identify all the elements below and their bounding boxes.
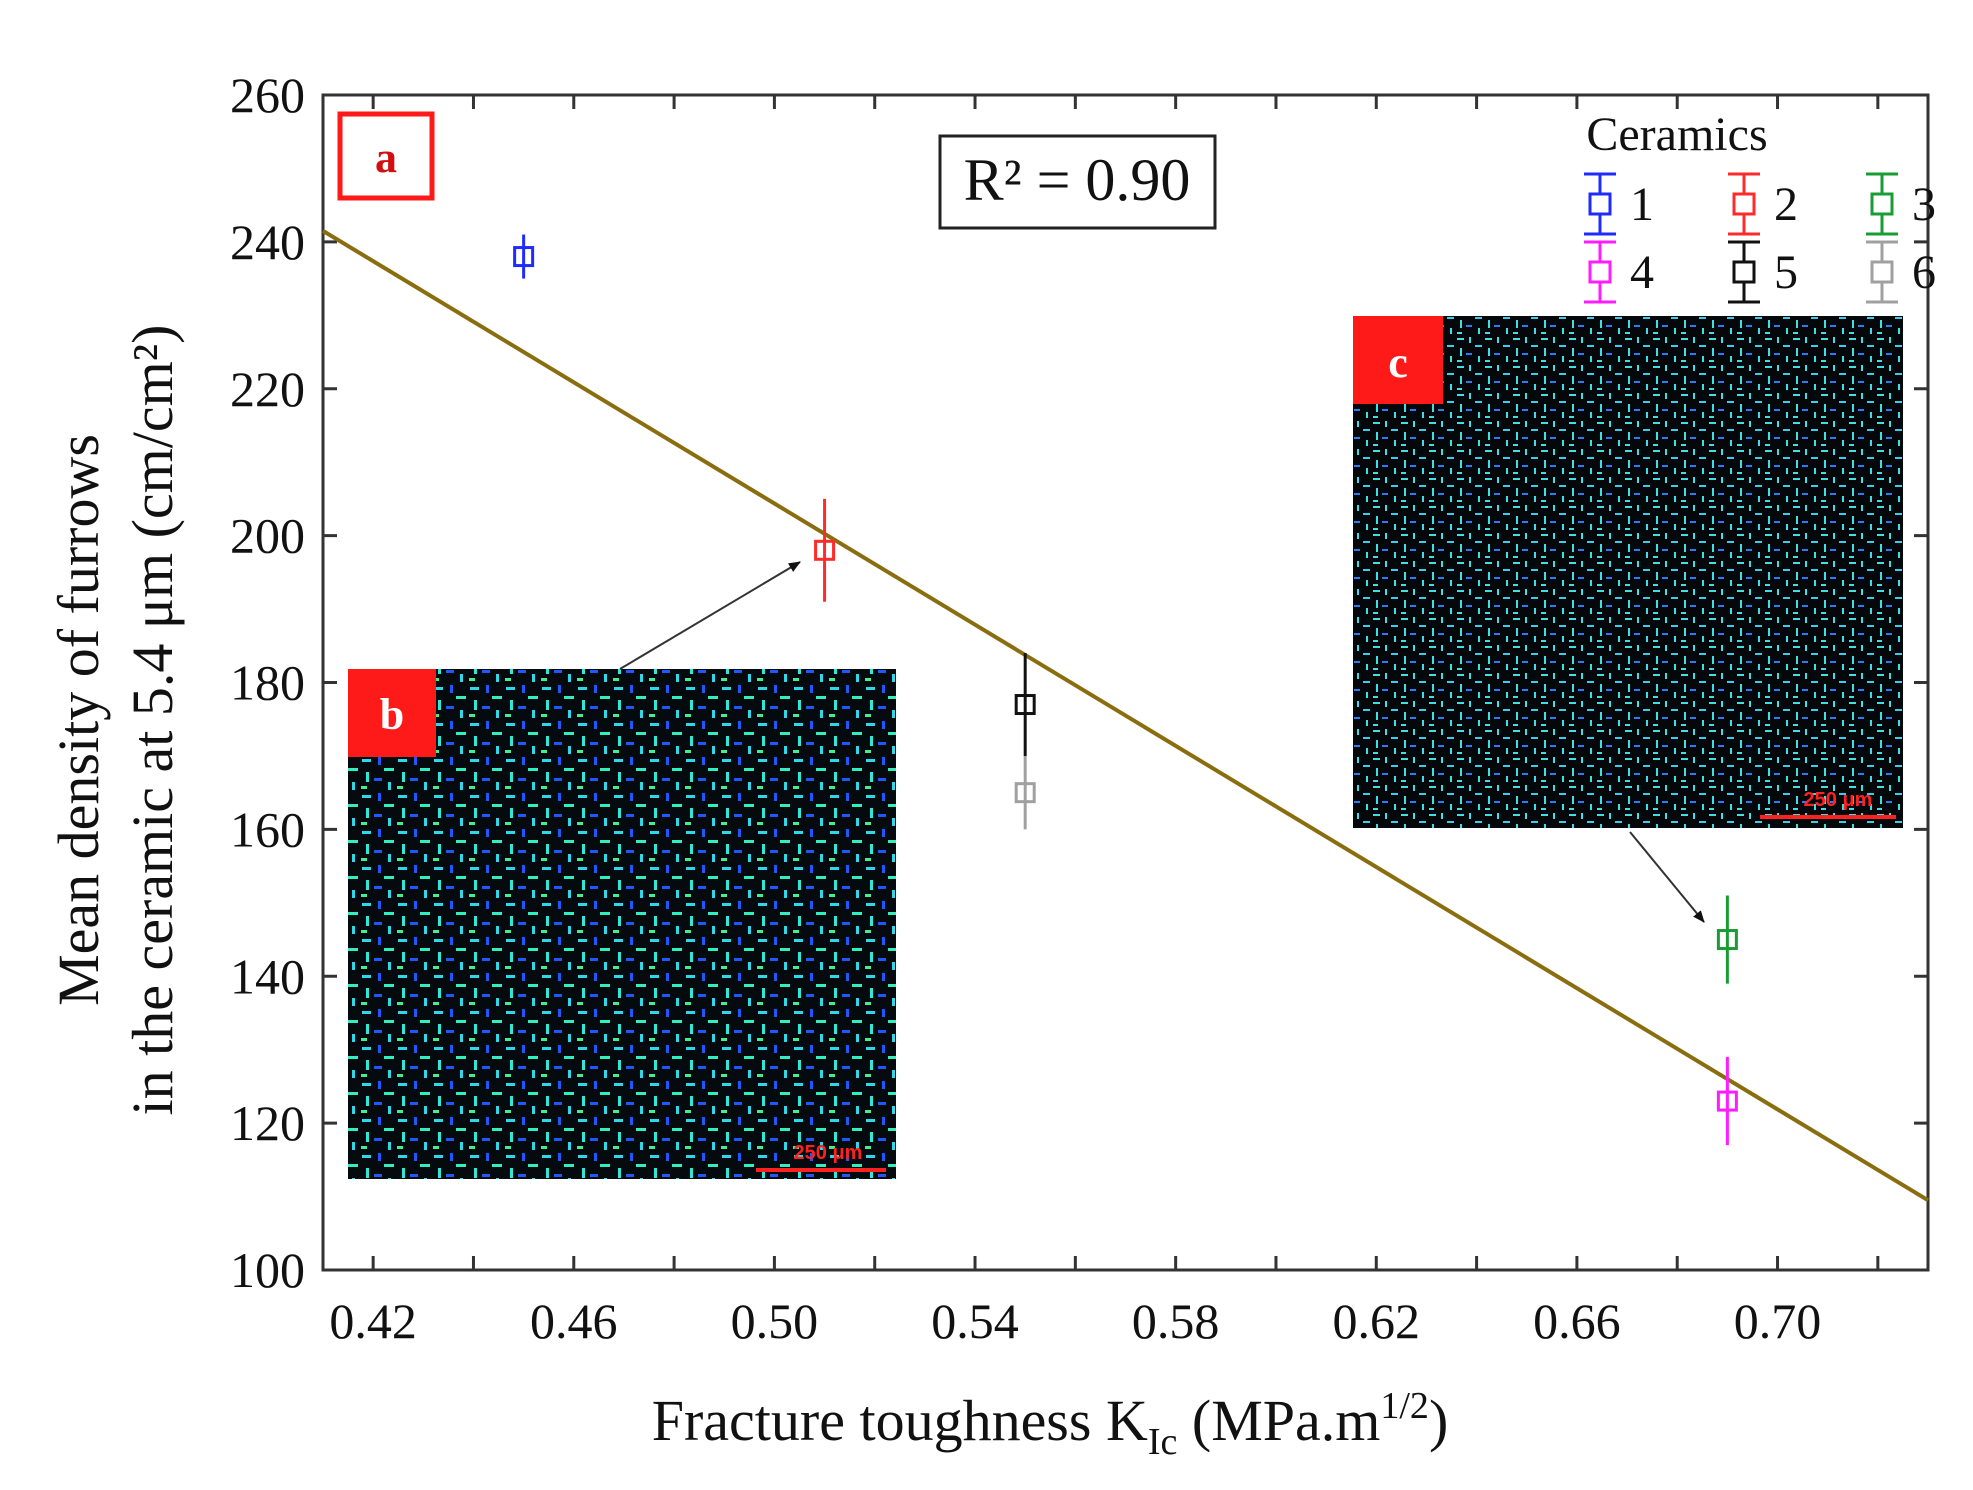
legend-marker-3 [1870, 192, 1894, 216]
legend-item-3: 3 [1866, 172, 1936, 236]
y-axis-title-line2: in the ceramic at 5.4 μm (cm/cm²) [120, 325, 185, 1116]
legend-marker-5 [1732, 260, 1756, 284]
regression-line [321, 229, 1930, 1202]
legend-title: Ceramics [1586, 108, 1767, 161]
x-axis-title-main: Fracture toughness K [652, 1388, 1148, 1453]
legend-marker-6 [1870, 260, 1894, 284]
legend-item-6: 6 [1866, 240, 1936, 304]
legend-label-2: 2 [1774, 178, 1798, 231]
marker-6 [1014, 782, 1036, 804]
inset-c-arrow [1629, 831, 1705, 923]
y-tick-label: 240 [230, 214, 305, 270]
legend-label-4: 4 [1630, 246, 1654, 299]
x-tick-label: 0.66 [1533, 1293, 1621, 1349]
r2-box [938, 134, 1217, 230]
r2-annotation: R² = 0.90 [964, 147, 1191, 213]
marker-5 [1014, 694, 1036, 716]
x-tick-label: 0.70 [1734, 1293, 1822, 1349]
legend-marker-1 [1588, 192, 1612, 216]
inset-image-b: b 250 μm [348, 669, 896, 1179]
x-axis-title-unit: (MPa.m [1177, 1388, 1380, 1453]
y-tick-label: 200 [230, 508, 305, 564]
panel-c-badge [1353, 316, 1443, 404]
x-axis-title-close: ) [1429, 1388, 1448, 1453]
legend-label-1: 1 [1630, 178, 1654, 231]
panel-c-label: c [1388, 338, 1408, 387]
legend-label-5: 5 [1774, 246, 1798, 299]
x-axis-title-superscript: 1/2 [1380, 1385, 1429, 1427]
data-point-3 [1716, 895, 1738, 984]
data-points [513, 234, 1738, 1146]
legend-item-1: 1 [1584, 172, 1654, 236]
legend-marker-4 [1588, 260, 1612, 284]
legend-item-5: 5 [1728, 240, 1798, 304]
scale-bar-c-label: 250 μm [1804, 789, 1873, 811]
panel-b-label: b [380, 690, 404, 739]
x-tick-label: 0.54 [931, 1293, 1019, 1349]
y-tick-label: 260 [230, 67, 305, 123]
legend-label-6: 6 [1912, 246, 1936, 299]
data-point-2 [814, 498, 836, 602]
marker-2 [814, 539, 836, 561]
data-point-1 [513, 234, 535, 279]
x-tick-label: 0.62 [1333, 1293, 1421, 1349]
y-tick-label: 180 [230, 655, 305, 711]
y-tick-label: 100 [230, 1242, 305, 1298]
x-tick-label: 0.50 [731, 1293, 819, 1349]
axis-tick-labels: 0.42 0.46 0.50 0.54 0.58 0.62 0.66 0.7010012014… [230, 67, 1821, 1349]
inset-b-arrow [619, 561, 801, 670]
legend-label-3: 3 [1912, 178, 1936, 231]
scale-bar-b-label: 250 μm [794, 1142, 863, 1164]
x-axis-title: Fracture toughness KIc (MPa.m1/2) [652, 1385, 1449, 1463]
data-point-5 [1014, 653, 1036, 756]
legend-item-4: 4 [1584, 240, 1654, 304]
y-axis-title-line1: Mean density of furrows [46, 434, 111, 1006]
marker-4 [1716, 1090, 1738, 1112]
axis-ticks [323, 93, 1928, 1272]
legend: Ceramics 1 2 3 4 5 6 [1584, 108, 1936, 304]
marker-1 [513, 246, 535, 268]
x-tick-label: 0.58 [1132, 1293, 1220, 1349]
panel-a-badge [337, 111, 435, 201]
data-point-4 [1716, 1057, 1738, 1146]
x-tick-label: 0.42 [329, 1293, 417, 1349]
x-tick-label: 0.46 [530, 1293, 618, 1349]
legend-marker-2 [1732, 192, 1756, 216]
x-axis-title-subscript: Ic [1148, 1421, 1178, 1463]
y-tick-label: 140 [230, 948, 305, 1004]
marker-3 [1716, 929, 1738, 951]
panel-a-label: a [375, 133, 397, 182]
legend-item-2: 2 [1728, 172, 1798, 236]
panel-b-badge [348, 669, 436, 757]
y-tick-label: 160 [230, 801, 305, 857]
inset-image-c: c 250 μm [1353, 316, 1903, 828]
y-tick-label: 120 [230, 1095, 305, 1151]
data-point-6 [1014, 755, 1036, 830]
y-tick-label: 220 [230, 361, 305, 417]
